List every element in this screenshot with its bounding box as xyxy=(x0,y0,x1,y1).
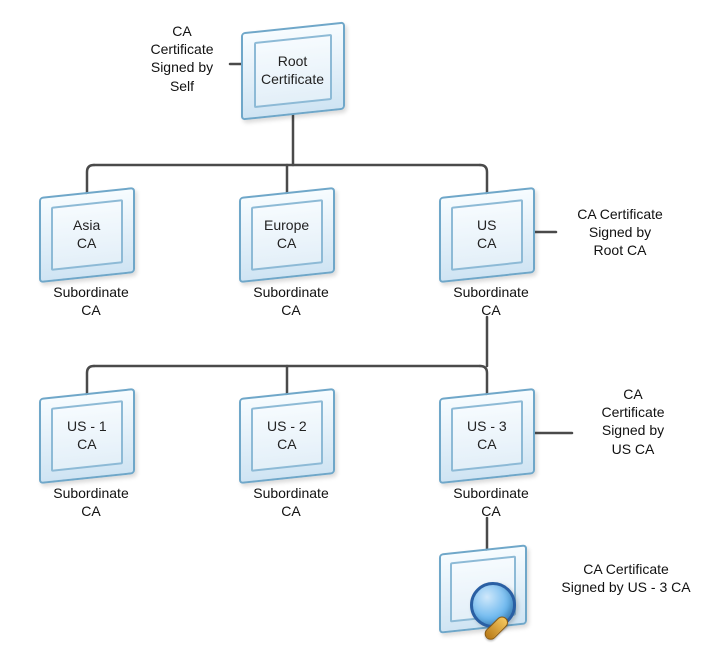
node-root-label: Root Certificate xyxy=(261,53,324,88)
sublabel-us2-line2: CA xyxy=(281,503,300,519)
annotation-us3-line3: Signed by xyxy=(602,422,664,438)
sublabel-us3-line1: Subordinate xyxy=(453,485,529,501)
annotation-us3-line4: US CA xyxy=(612,441,655,457)
node-root-line1: Root xyxy=(278,53,308,69)
annotation-us3-signed-by-us: CA Certificate Signed by US CA xyxy=(578,385,688,458)
sublabel-asia: Subordinate CA xyxy=(46,283,136,319)
node-us: US CA xyxy=(439,187,535,283)
node-us1-line2: CA xyxy=(77,436,96,452)
sublabel-us-line2: CA xyxy=(481,302,500,318)
annotation-root-line1: CA xyxy=(172,23,191,39)
annotation-root-line3: Signed by xyxy=(151,59,213,75)
sublabel-europe-line2: CA xyxy=(281,302,300,318)
node-root-line2: Certificate xyxy=(261,71,324,87)
sublabel-europe-line1: Subordinate xyxy=(253,284,329,300)
sublabel-asia-line1: Subordinate xyxy=(53,284,129,300)
node-root: Root Certificate xyxy=(241,22,345,121)
annotation-root-line2: Certificate xyxy=(150,41,213,57)
sublabel-us2-line1: Subordinate xyxy=(253,485,329,501)
node-us2-label: US - 2 CA xyxy=(267,418,307,453)
annotation-leaf-line1: CA Certificate xyxy=(583,561,669,577)
node-us1-line1: US - 1 xyxy=(67,418,107,434)
sublabel-us1: Subordinate CA xyxy=(46,484,136,520)
node-us-line2: CA xyxy=(477,235,496,251)
node-us3-label: US - 3 CA xyxy=(467,418,507,453)
sublabel-us3: Subordinate CA xyxy=(446,484,536,520)
node-us1-label: US - 1 CA xyxy=(67,418,107,453)
node-asia-line1: Asia xyxy=(73,217,100,233)
sublabel-europe: Subordinate CA xyxy=(246,283,336,319)
node-us3: US - 3 CA xyxy=(439,388,535,484)
node-us2: US - 2 CA xyxy=(239,388,335,484)
annotation-root-self-signed: CA Certificate Signed by Self xyxy=(132,22,232,95)
node-us3-line2: CA xyxy=(477,436,496,452)
node-asia: Asia CA xyxy=(39,187,135,283)
node-us-line1: US xyxy=(477,217,496,233)
annotation-us-line3: Root CA xyxy=(594,242,647,258)
annotation-us-line2: Signed by xyxy=(589,224,651,240)
node-asia-line2: CA xyxy=(77,235,96,251)
node-europe: Europe CA xyxy=(239,187,335,283)
sublabel-us-line1: Subordinate xyxy=(453,284,529,300)
sublabel-us1-line1: Subordinate xyxy=(53,485,129,501)
sublabel-us2: Subordinate CA xyxy=(246,484,336,520)
annotation-root-line4: Self xyxy=(170,78,194,94)
node-us1: US - 1 CA xyxy=(39,388,135,484)
sublabel-asia-line2: CA xyxy=(81,302,100,318)
node-europe-line1: Europe xyxy=(264,217,309,233)
sublabel-us3-line2: CA xyxy=(481,503,500,519)
annotation-leaf-line2: Signed by US - 3 CA xyxy=(561,579,690,595)
annotation-us3-line1: CA xyxy=(623,386,642,402)
sublabel-us: Subordinate CA xyxy=(446,283,536,319)
node-europe-line2: CA xyxy=(277,235,296,251)
node-us2-line1: US - 2 xyxy=(267,418,307,434)
sublabel-us1-line2: CA xyxy=(81,503,100,519)
annotation-us-signed-by-root: CA Certificate Signed by Root CA xyxy=(560,205,680,260)
node-us2-line2: CA xyxy=(277,436,296,452)
annotation-us-line1: CA Certificate xyxy=(577,206,663,222)
node-europe-label: Europe CA xyxy=(264,217,309,252)
node-asia-label: Asia CA xyxy=(73,217,100,252)
node-us3-line1: US - 3 xyxy=(467,418,507,434)
node-us-label: US CA xyxy=(477,217,496,252)
annotation-leaf-signed-by-us3: CA Certificate Signed by US - 3 CA xyxy=(546,560,706,596)
annotation-us3-line2: Certificate xyxy=(601,404,664,420)
